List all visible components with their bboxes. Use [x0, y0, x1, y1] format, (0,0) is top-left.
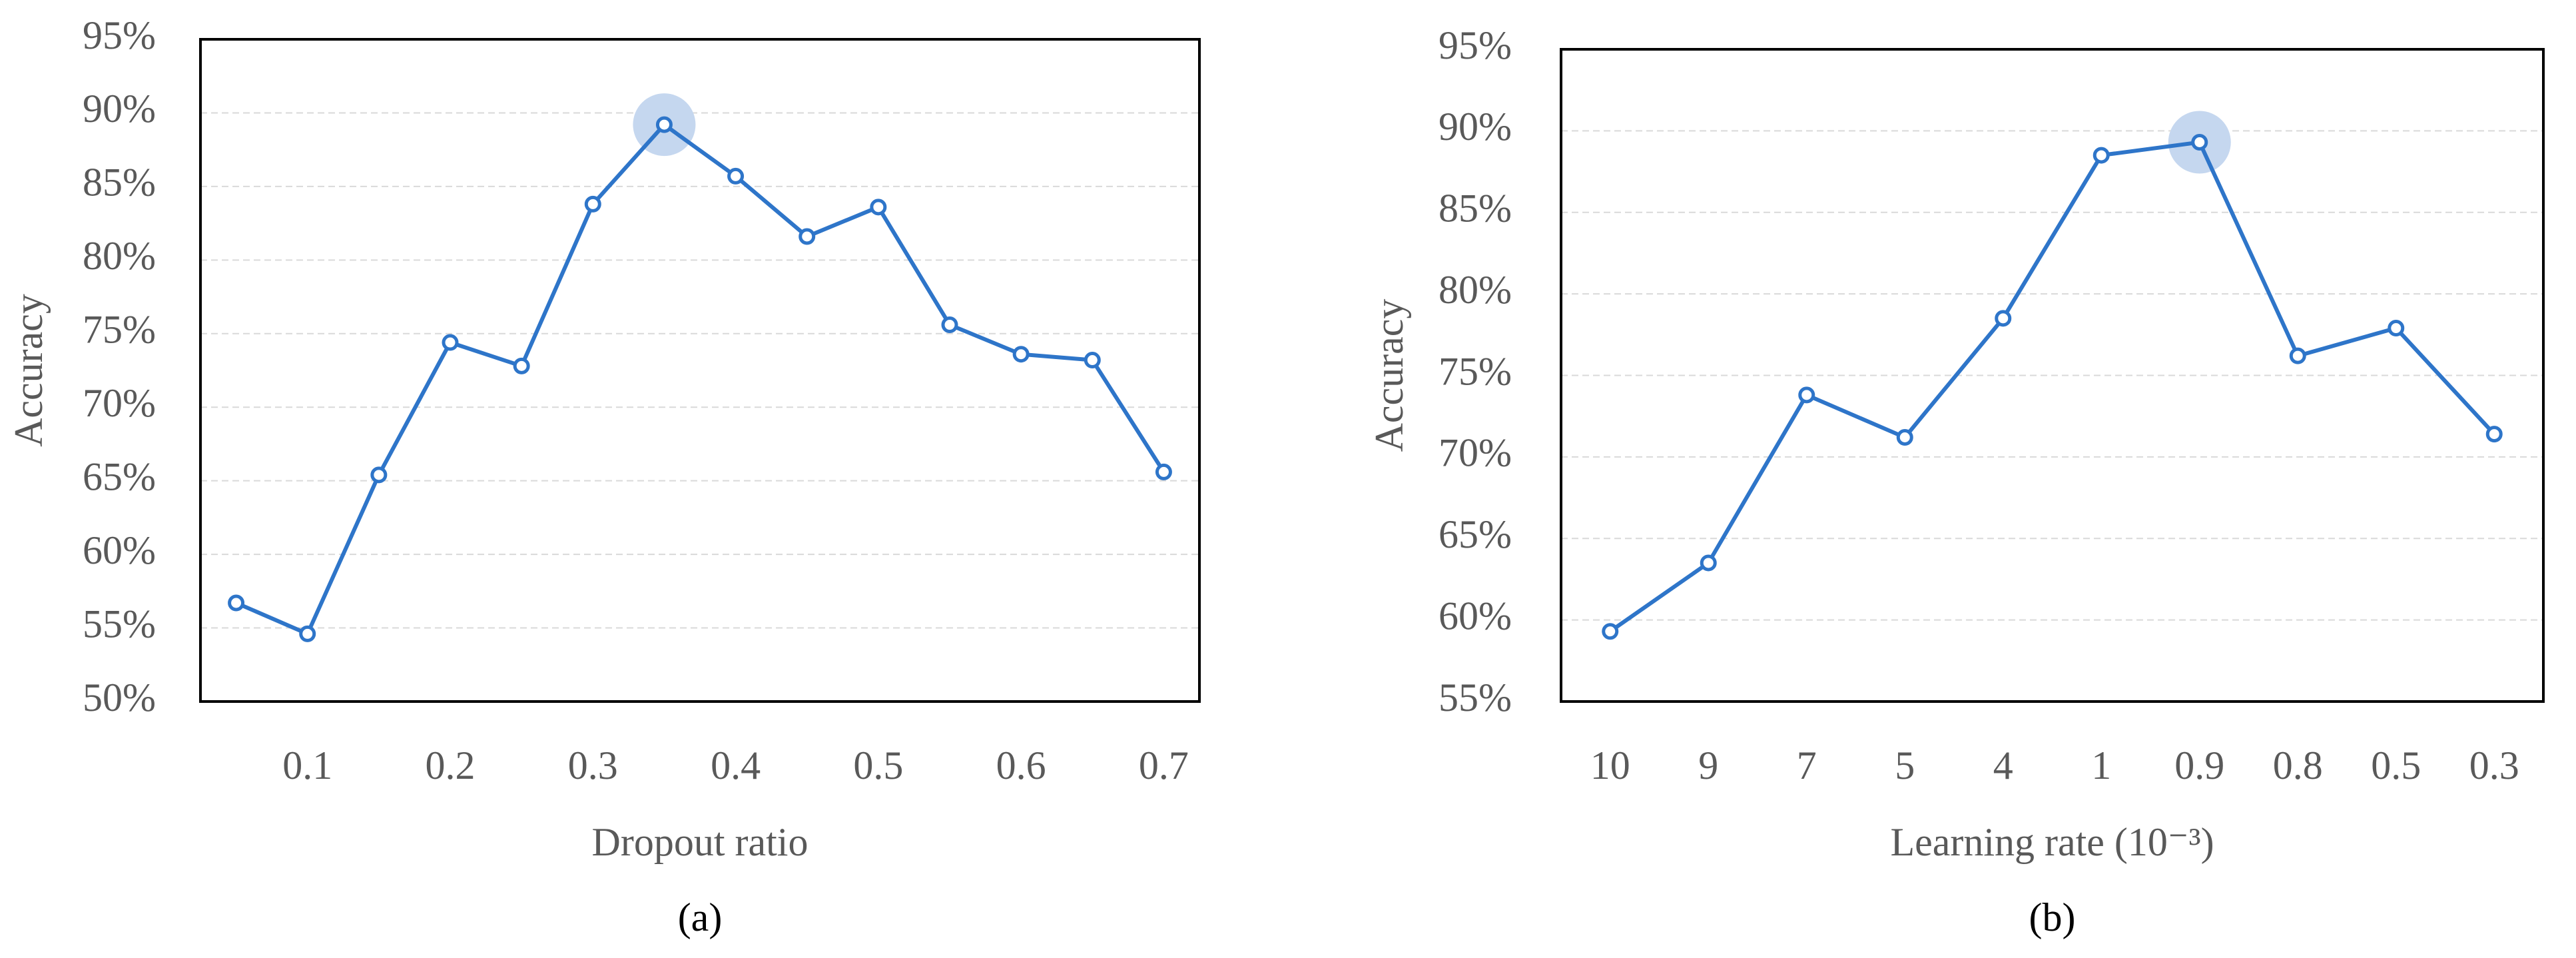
- marker: [1700, 554, 1717, 572]
- x-tick-label: 9: [1698, 743, 1718, 787]
- x-tick-label: 0.1: [282, 743, 332, 787]
- y-tick-label: 55%: [1439, 676, 1512, 719]
- line: [235, 122, 1165, 637]
- marker: [799, 228, 816, 245]
- y-tick-label: 90%: [1439, 105, 1512, 149]
- marker: [1084, 352, 1101, 369]
- x-tick-label: 7: [1797, 743, 1817, 787]
- y-tick-label: 65%: [83, 454, 156, 498]
- x-tick-label: 0.8: [2273, 743, 2323, 787]
- marker: [1602, 623, 1619, 640]
- marker: [941, 316, 958, 334]
- marker: [370, 466, 388, 484]
- x-tick-label: 0.5: [2371, 743, 2421, 787]
- y-tick-label: 85%: [1439, 187, 1512, 231]
- y-tick-label: 85%: [83, 161, 156, 205]
- marker: [2289, 347, 2306, 364]
- marker: [2191, 134, 2208, 151]
- marker: [1012, 346, 1030, 363]
- y-tick-label: 70%: [1439, 431, 1512, 475]
- x-tick-label: 5: [1895, 743, 1915, 787]
- panel-label: (a): [678, 895, 723, 939]
- y-tick-label: 90%: [83, 87, 156, 131]
- x-tick-label: 4: [1993, 743, 2013, 787]
- marker: [655, 116, 673, 133]
- marker: [442, 334, 459, 351]
- x-tick-label: 0.3: [2469, 743, 2519, 787]
- marker: [727, 167, 745, 185]
- plot-frame: [199, 38, 1201, 703]
- x-tick-label: 1: [2091, 743, 2111, 787]
- y-tick-label: 65%: [1439, 512, 1512, 556]
- marker: [2388, 320, 2405, 337]
- y-tick-label: 60%: [1439, 594, 1512, 638]
- y-tick-label: 75%: [83, 308, 156, 352]
- x-tick-label: 0.7: [1139, 743, 1189, 787]
- marker: [584, 195, 601, 213]
- x-axis-title: Learning rate (10⁻³): [1890, 820, 2214, 864]
- line: [1609, 140, 2496, 634]
- y-tick-label: 50%: [83, 676, 156, 719]
- x-tick-label: 0.4: [711, 743, 761, 787]
- plot-frame: [1560, 48, 2545, 703]
- y-tick-label: 55%: [83, 602, 156, 646]
- marker: [2093, 147, 2110, 164]
- marker: [1798, 386, 1815, 404]
- y-tick-label: 95%: [1439, 23, 1512, 67]
- y-axis-title: Accuracy: [7, 294, 51, 447]
- y-tick-label: 95%: [83, 13, 156, 57]
- marker: [513, 357, 530, 374]
- marker: [228, 594, 245, 612]
- y-tick-label: 70%: [83, 381, 156, 425]
- marker: [1155, 463, 1172, 480]
- y-axis-title: Accuracy: [1367, 299, 1411, 452]
- x-tick-label: 0.6: [996, 743, 1046, 787]
- x-tick-label: 0.9: [2174, 743, 2224, 787]
- x-tick-label: 0.5: [853, 743, 903, 787]
- x-tick-label: 0.3: [568, 743, 618, 787]
- y-tick-label: 80%: [1439, 268, 1512, 312]
- marker: [2485, 426, 2503, 443]
- marker: [1995, 310, 2012, 327]
- y-tick-label: 80%: [83, 234, 156, 278]
- x-tick-label: 0.2: [426, 743, 476, 787]
- y-tick-label: 60%: [83, 528, 156, 572]
- marker: [870, 199, 887, 216]
- marker: [1896, 429, 1913, 446]
- y-tick-label: 75%: [1439, 349, 1512, 393]
- panel-label: (b): [2029, 895, 2076, 939]
- x-tick-label: 10: [1590, 743, 1630, 787]
- marker: [299, 625, 316, 642]
- x-axis-title: Dropout ratio: [592, 820, 808, 864]
